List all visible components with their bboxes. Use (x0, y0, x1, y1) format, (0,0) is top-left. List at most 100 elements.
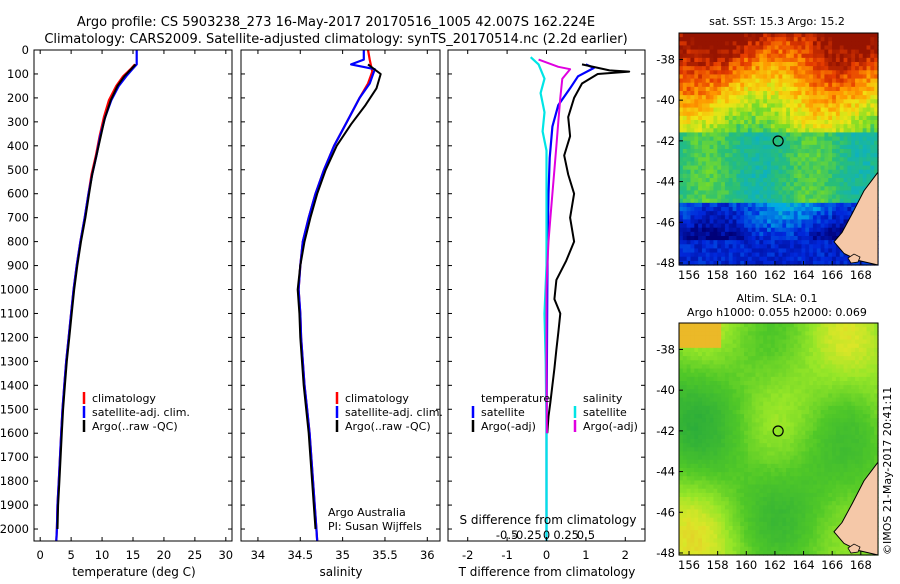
map-cell (855, 344, 859, 349)
map-cell (794, 327, 798, 332)
map-cell (832, 381, 836, 386)
map-cell (771, 74, 775, 79)
map-cell (721, 340, 725, 345)
map-cell (801, 182, 805, 187)
map-cell (809, 402, 813, 407)
map-cell (763, 87, 767, 92)
map-cell (847, 166, 851, 171)
map-cell (733, 103, 737, 108)
map-cell (844, 356, 848, 361)
map-cell (790, 418, 794, 423)
x-tick-label: 34.5 (287, 548, 313, 562)
map-cell (767, 228, 771, 233)
map-cell (721, 211, 725, 216)
x-tick-label: 35.5 (372, 548, 398, 562)
map-cell (790, 393, 794, 398)
map-cell (870, 128, 874, 133)
map-cell (790, 414, 794, 419)
map-cell (821, 427, 825, 432)
map-cell (775, 369, 779, 374)
map-cell (733, 414, 737, 419)
map-cell (690, 174, 694, 179)
map-cell (725, 37, 729, 42)
map-cell (721, 128, 725, 133)
map-cell (794, 323, 798, 328)
map-cell (713, 443, 717, 448)
map-cell (821, 166, 825, 171)
map-cell (740, 132, 744, 137)
map-cell (687, 381, 691, 386)
map-cell (779, 182, 783, 187)
map-cell (798, 385, 802, 390)
map-cell (679, 33, 683, 38)
map-cell (717, 128, 721, 133)
map-cell (855, 385, 859, 390)
map-cell (832, 178, 836, 183)
map-cell (836, 91, 840, 96)
map-cell (817, 120, 821, 125)
map-cell (763, 323, 767, 328)
map-cell (721, 443, 725, 448)
map-cell (706, 149, 710, 154)
map-cell (687, 62, 691, 67)
map-cell (794, 340, 798, 345)
map-cell (763, 215, 767, 220)
map-cell (771, 83, 775, 88)
map-cell (847, 451, 851, 456)
map-cell (713, 108, 717, 113)
map-cell (725, 166, 729, 171)
map-cell (756, 439, 760, 444)
map-cell (790, 174, 794, 179)
map-cell (855, 414, 859, 419)
map-cell (782, 157, 786, 162)
map-cell (870, 161, 874, 166)
map-cell (813, 228, 817, 233)
map-cell (832, 132, 836, 137)
map-cell (824, 356, 828, 361)
map-cell (817, 435, 821, 440)
map-cell (702, 335, 706, 340)
map-cell (683, 406, 687, 411)
map-cell (713, 373, 717, 378)
map-cell (752, 99, 756, 104)
map-cell (859, 174, 863, 179)
map-cell (870, 414, 874, 419)
map-cell (805, 344, 809, 349)
map-cell (847, 422, 851, 427)
map-cell (840, 132, 844, 137)
map-cell (748, 352, 752, 357)
map-cell (721, 352, 725, 357)
map-cell (821, 137, 825, 142)
map-cell (771, 50, 775, 55)
map-cell (702, 203, 706, 208)
map-cell (786, 369, 790, 374)
map-cell (733, 153, 737, 158)
map-cell (840, 128, 844, 133)
map-cell (844, 451, 848, 456)
map-cell (756, 91, 760, 96)
map-cell (782, 207, 786, 212)
map-cell (729, 108, 733, 113)
map-cell (779, 414, 783, 419)
map-cell (870, 406, 874, 411)
map-cell (717, 331, 721, 336)
map-cell (828, 331, 832, 336)
map-cell (752, 161, 756, 166)
map-cell (713, 99, 717, 104)
map-cell (828, 170, 832, 175)
map-cell (740, 137, 744, 142)
map-cell (713, 170, 717, 175)
map-cell (744, 414, 748, 419)
map-cell (771, 443, 775, 448)
map-cell (690, 116, 694, 121)
map-cell (729, 240, 733, 245)
map-cell (733, 166, 737, 171)
map-cell (771, 161, 775, 166)
map-cell (717, 348, 721, 353)
map-cell (710, 460, 714, 465)
map-cell (840, 50, 844, 55)
map-cell (817, 211, 821, 216)
map-cell (759, 186, 763, 191)
map-cell (763, 447, 767, 452)
map-cell (736, 232, 740, 237)
